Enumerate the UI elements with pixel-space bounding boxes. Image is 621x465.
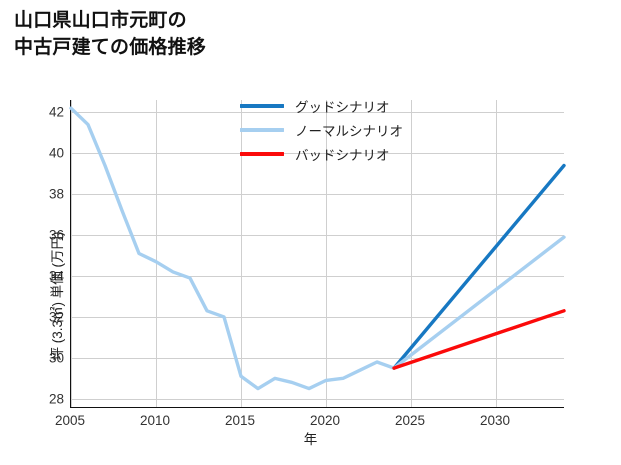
y-axis-tick-labels: 28 30 32 34 36 38 40 42 bbox=[34, 100, 64, 407]
x-axis-tick-labels: 2005 2010 2015 2020 2025 2030 bbox=[55, 408, 563, 432]
gridline-horizontal bbox=[71, 357, 564, 359]
legend-color-swatch bbox=[240, 152, 284, 156]
x-tick-label: 2020 bbox=[309, 413, 341, 428]
y-tick-label: 32 bbox=[48, 309, 64, 325]
series-line bbox=[392, 309, 566, 370]
legend-color-swatch bbox=[240, 104, 284, 108]
gridline-horizontal bbox=[71, 316, 564, 318]
x-tick-label: 2025 bbox=[394, 413, 426, 428]
gridline-vertical bbox=[241, 100, 242, 407]
gridline-vertical bbox=[411, 100, 412, 407]
y-tick-label: 36 bbox=[48, 227, 64, 243]
gridline-horizontal bbox=[71, 276, 564, 277]
y-tick-label: 30 bbox=[48, 350, 64, 366]
x-tick-label: 2015 bbox=[224, 413, 256, 428]
gridline-vertical bbox=[496, 100, 497, 407]
y-tick-label: 34 bbox=[48, 268, 64, 284]
x-tick-label: 2005 bbox=[54, 413, 86, 428]
legend-item[interactable]: グッドシナリオ bbox=[240, 94, 450, 118]
x-tick-label: 2010 bbox=[139, 413, 171, 428]
y-tick-label: 38 bbox=[48, 186, 64, 202]
y-tick-label: 28 bbox=[48, 391, 64, 407]
y-tick-label: 40 bbox=[48, 145, 64, 161]
series-line bbox=[392, 163, 566, 370]
gridline-horizontal bbox=[71, 112, 564, 114]
legend-color-swatch bbox=[240, 128, 284, 132]
gridline-horizontal bbox=[71, 194, 564, 196]
gridline-vertical bbox=[326, 100, 327, 407]
x-tick-label: 2030 bbox=[479, 413, 511, 428]
legend-label: バッドシナリオ bbox=[295, 148, 390, 163]
y-axis-title: 坪 (3.3㎡) 単価 (万円) bbox=[50, 231, 65, 361]
legend-item[interactable]: ノーマルシナリオ bbox=[240, 118, 450, 142]
x-axis-title: 年 bbox=[303, 432, 318, 447]
y-axis-title-anchor: 坪 (3.3㎡) 単価 (万円) bbox=[30, 100, 65, 407]
chart-legend: グッドシナリオ ノーマルシナリオ バッドシナリオ bbox=[240, 94, 450, 166]
gridline-horizontal bbox=[71, 153, 564, 155]
legend-label: ノーマルシナリオ bbox=[295, 124, 403, 139]
gridline-vertical bbox=[156, 100, 157, 407]
y-tick-label: 42 bbox=[48, 104, 64, 120]
series-lines bbox=[69, 106, 566, 391]
gridline-vertical bbox=[71, 100, 72, 407]
chart-title: 山口県山口市元町の 中古戸建ての価格推移 bbox=[14, 10, 207, 58]
legend-item[interactable]: バッドシナリオ bbox=[240, 142, 450, 166]
gridline-horizontal bbox=[71, 398, 564, 400]
series-line bbox=[69, 106, 566, 391]
gridline-horizontal bbox=[71, 235, 564, 237]
plot-area bbox=[69, 100, 566, 408]
legend-label: グッドシナリオ bbox=[295, 100, 390, 115]
